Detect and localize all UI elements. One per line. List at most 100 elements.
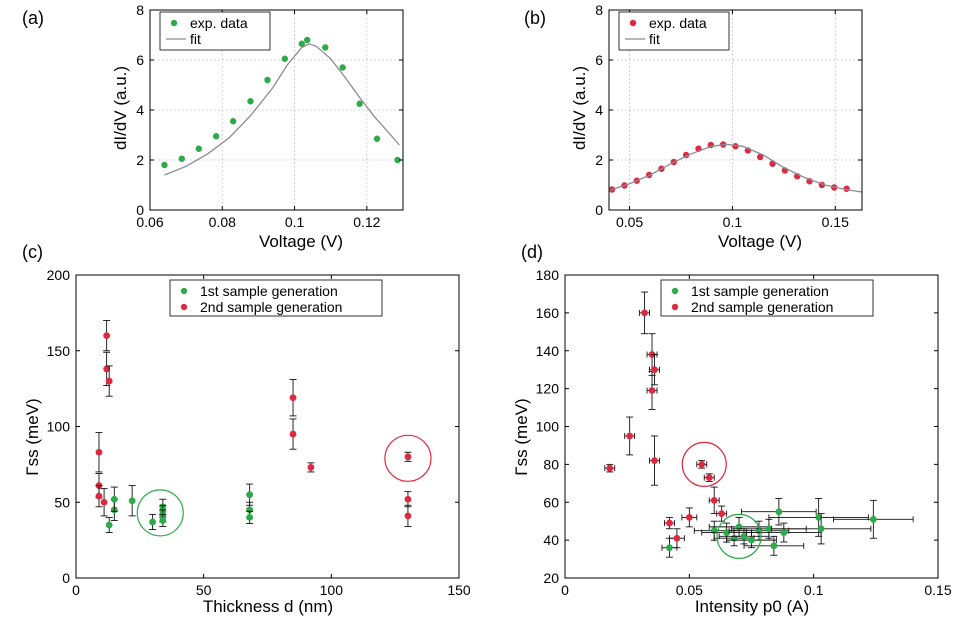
panel-a-data-point — [373, 135, 381, 142]
panel-c-data-point — [159, 517, 167, 524]
panel-c-data-point — [105, 377, 113, 385]
panel-d-y-tick-label: 100 — [536, 419, 560, 435]
panel-c-highlight-circle — [384, 434, 432, 482]
panel-a-fit-line — [164, 43, 400, 176]
panel-a-data-point — [212, 133, 220, 140]
panel-d-y-tick-label: 140 — [536, 343, 560, 359]
panel-a-data-point — [394, 156, 401, 164]
panel-d-x-tick-label: 0.15 — [924, 582, 951, 598]
panel-b-legend-marker — [629, 19, 637, 27]
panel-d-data-point — [651, 366, 658, 374]
panel-a-y-axis-label: dI/dV (a.u.) — [111, 66, 130, 150]
panel-c-legend-box — [169, 279, 383, 317]
panel-a-data-point — [298, 40, 305, 47]
panel-b-y-axis-label: dI/dV (a.u.) — [570, 66, 589, 150]
panel-d-data-point — [770, 542, 778, 550]
panel-c-y-tick-label: 100 — [47, 419, 71, 435]
panel-d-x-tick-label: 0.1 — [804, 582, 824, 598]
panel-b-x-tick-label: 0.1 — [723, 214, 743, 230]
panel-a-label: (a) — [22, 8, 44, 28]
panel-a-legend-label: exp. data — [190, 15, 248, 31]
panel-d-data-point — [698, 460, 706, 468]
panel-c-data-point — [289, 430, 297, 438]
panel-b-legend-label: exp. data — [649, 15, 707, 31]
panel-a-y-tick-label: 2 — [136, 152, 144, 168]
panel-d-data-point — [740, 532, 748, 540]
panel-c-highlight-circle — [136, 489, 184, 537]
panel-c-data-point — [307, 464, 315, 471]
panel-d-data-point — [673, 534, 681, 542]
panel-d-data-point — [735, 523, 743, 531]
panel-d-y-axis-label: Γss (meV) — [512, 398, 531, 475]
panel-d-data-point — [651, 457, 658, 464]
panel-c-data-point — [404, 512, 412, 520]
panel-d-legend-marker — [671, 287, 679, 295]
panel-a-x-tick-label: 0.06 — [136, 214, 163, 230]
panel-a-data-point — [304, 36, 311, 44]
panel-d-legend-label: 2nd sample generation — [691, 299, 833, 315]
panel-d-y-tick-label: 120 — [536, 381, 560, 397]
panel-c-data-point — [149, 518, 157, 526]
panel-a-legend-box — [159, 11, 271, 51]
panel-a: (a) 0.06 0.08 0.1 0.12 0 2 4 6 8 Voltage (V) dI/… — [22, 2, 404, 251]
panel-d-data-point — [685, 514, 693, 521]
panel-a-data-point — [195, 145, 202, 152]
panel-c-y-axis-label: Γss (meV) — [23, 398, 42, 475]
panel-c-legend-marker — [180, 303, 188, 311]
panel-c-x-tick-label: 100 — [320, 582, 344, 598]
panel-d-highlight-circle — [681, 441, 727, 487]
panel-d-y-tick-label: 60 — [543, 494, 559, 510]
panel-c-data-point — [95, 492, 103, 500]
panel-d-x-tick-label: 0.05 — [676, 582, 703, 598]
panel-c-data-point — [289, 394, 297, 402]
panel-b-x-tick-label: 0.05 — [616, 214, 643, 230]
panel-a-data-point — [339, 64, 346, 71]
panel-a-y-tick-label: 0 — [136, 202, 144, 218]
panel-c-y-tick-label: 150 — [47, 343, 71, 359]
panel-c-y-tick-label: 0 — [62, 570, 70, 586]
panel-d-legend-box — [660, 279, 874, 317]
panel-c-x-axis-label: Thickness d (nm) — [203, 597, 333, 616]
panel-d-y-tick-label: 180 — [536, 267, 560, 283]
panel-c-y-tick-label: 200 — [47, 267, 71, 283]
panel-d-data-point — [666, 544, 673, 552]
panel-c-data-point — [103, 365, 111, 373]
panel-a-data-point — [229, 118, 237, 125]
panel-c-x-tick-label: 150 — [447, 582, 471, 598]
panel-d-y-tick-label: 20 — [543, 570, 559, 586]
panel-d-data-point — [606, 464, 614, 472]
panel-d-data-point — [775, 508, 783, 516]
panel-d-data-point — [723, 529, 731, 536]
panel-a-data-point — [178, 155, 186, 162]
panel-c-legend-label: 2nd sample generation — [200, 299, 342, 315]
panel-a-x-tick-label: 0.1 — [285, 214, 305, 230]
panel-b-y-tick-label: 2 — [595, 152, 603, 168]
panel-a-data-point — [322, 44, 329, 51]
panel-d-data-point — [641, 309, 648, 317]
panel-d-x-tick-label: 0 — [561, 582, 569, 598]
panel-d-data-point — [710, 496, 718, 504]
panel-d: (d) 0 0.05 0.1 0.1520406080100120140160180 … — [512, 242, 952, 616]
panel-d-data-point — [718, 510, 726, 518]
panel-c: (c) 0 50 100 150 0 50 100 150 200 Thickness d (n… — [22, 242, 471, 616]
panel-a-data-point — [264, 76, 271, 84]
panel-b-data-point — [756, 153, 764, 161]
panel-d-legend-marker — [671, 303, 679, 311]
panel-d-data-point — [730, 534, 738, 542]
panel-a-data-point — [161, 161, 168, 169]
panel-d-data-point — [780, 529, 788, 536]
panel-c-frame — [75, 274, 460, 579]
panel-d-data-point — [815, 514, 823, 521]
panel-c-x-tick-label: 0 — [72, 582, 80, 598]
panel-d-data-point — [626, 432, 634, 440]
panel-d-data-point — [705, 474, 713, 482]
panel-d-label: (d) — [521, 242, 543, 262]
panel-d-data-point — [666, 519, 673, 527]
panel-c-data-point — [404, 453, 412, 461]
panel-a-y-tick-label: 8 — [136, 2, 144, 18]
panel-a-data-point — [281, 55, 289, 62]
panel-b-x-axis-label: Voltage (V) — [718, 232, 802, 251]
panel-d-legend-label: 1st sample generation — [691, 283, 829, 299]
panel-a-x-axis-label: Voltage (V) — [259, 232, 343, 251]
